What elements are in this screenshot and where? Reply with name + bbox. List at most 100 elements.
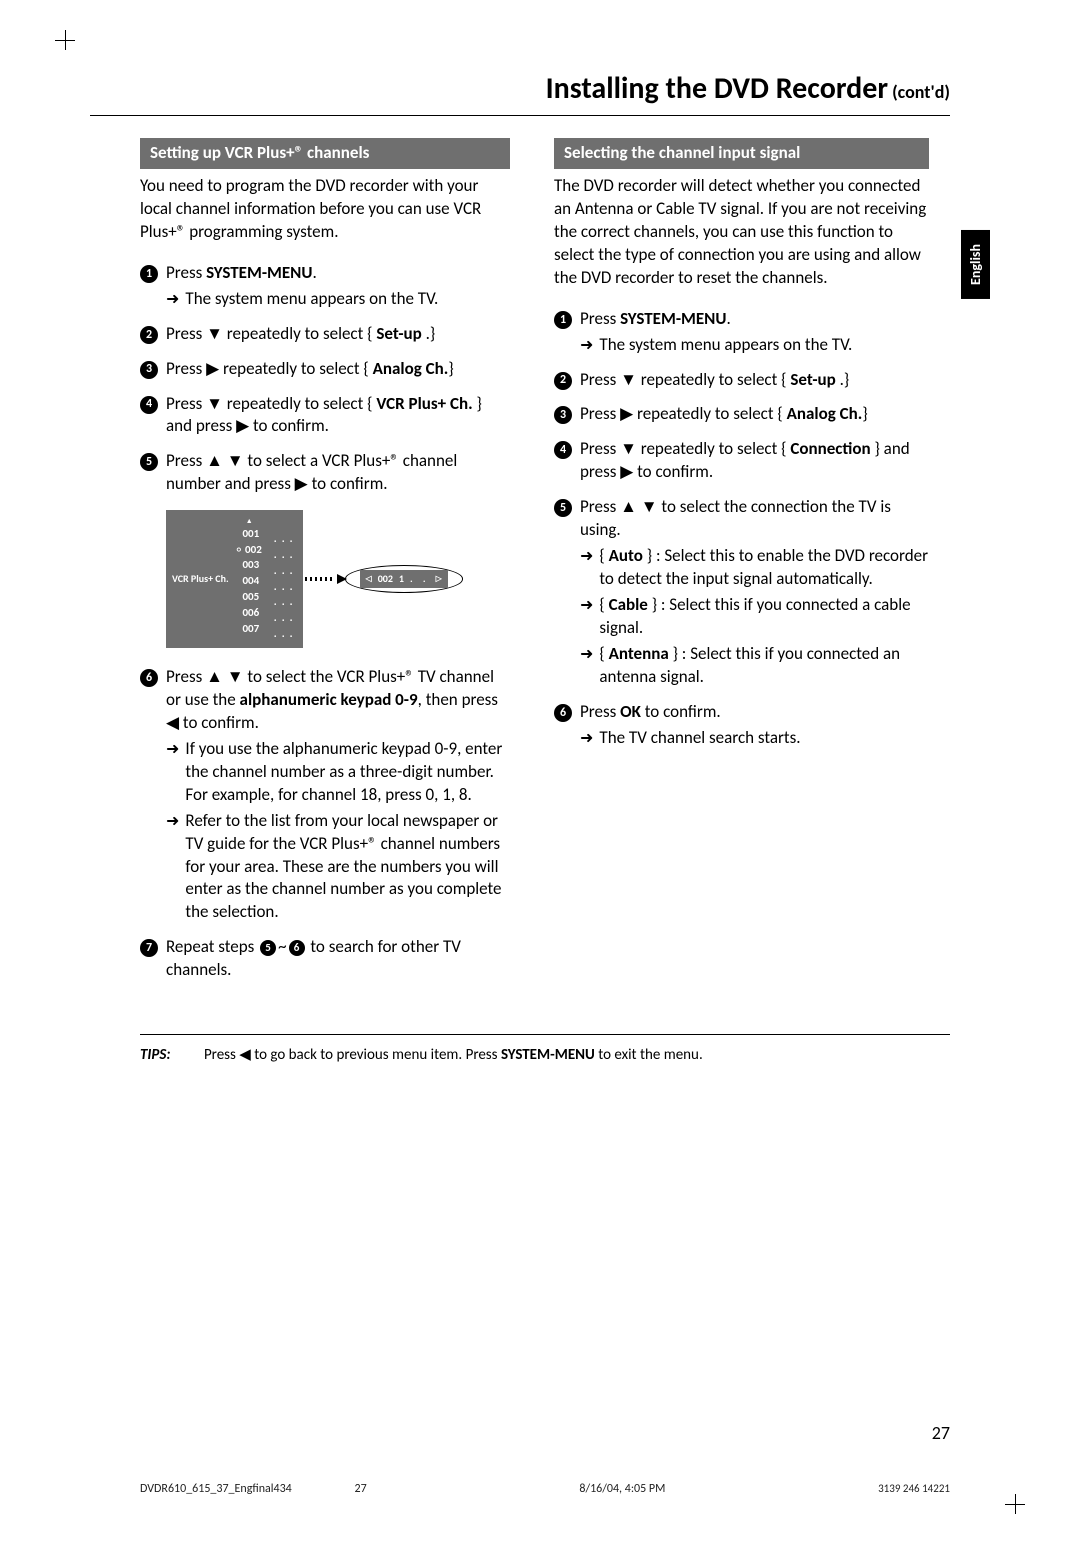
step-ref-icon: 6 [289, 940, 305, 956]
right-step-5: 5 Press ▲ ▼ to select the connection the… [554, 496, 929, 689]
text: 002 [378, 572, 393, 586]
left-step-4: 4 Press ▼ repeatedly to select { VCR Plu… [140, 393, 510, 439]
bullet-icon [237, 624, 239, 635]
text: .} [422, 323, 435, 344]
footer-datetime: 8/16/04, 4:05 PM [579, 1482, 665, 1496]
step-body: Press ▼ repeatedly to select { Set-up .} [580, 369, 929, 392]
arrow-icon: ➜ [166, 811, 179, 833]
step-body: Press SYSTEM-MENU. ➜The system menu appe… [166, 262, 510, 311]
bullet-icon: ○ [237, 545, 241, 556]
substep: ➜{ Cable } : Select this if you connecte… [580, 594, 929, 640]
tips-rule [140, 1034, 950, 1035]
text: Press ▼ repeatedly to select { [580, 438, 790, 459]
arrow-icon: ➜ [166, 739, 179, 761]
text-bold: Analog Ch. [373, 358, 449, 379]
bullet-icon [237, 560, 239, 571]
text: } : Select this to enable the DVD record… [599, 545, 928, 589]
tips-row: TIPS: Press ◀ to go back to previous men… [90, 1045, 990, 1064]
diagram-oval-inner: ◁ 002 1 . . ▷ [360, 570, 448, 588]
footer-code: 3139 246 14221 [878, 1482, 950, 1496]
text-bold: Set-up [790, 369, 835, 390]
text-bold: SYSTEM-MENU [620, 308, 726, 329]
step-body: Repeat steps 5~6 to search for other TV … [166, 936, 510, 982]
step-number-icon: 7 [140, 939, 158, 957]
step-body: Press ▲ ▼ to select a VCR Plus+® channel… [166, 450, 510, 496]
list-item: 005 [237, 590, 262, 605]
page-title: Installing the DVD Recorder (cont'd) [90, 70, 990, 107]
right-step-6: 6 Press OK to confirm. ➜The TV channel s… [554, 701, 929, 750]
list-item: 007 [237, 622, 262, 637]
text: Press ◀ to go back to previous menu item… [204, 1046, 501, 1064]
up-arrow-icon: ▲ [237, 516, 262, 525]
bullet-icon [237, 608, 239, 619]
left-step-7: 7 Repeat steps 5~6 to search for other T… [140, 936, 510, 982]
diagram-connector-icon [305, 577, 335, 581]
step-number-icon: 3 [140, 361, 158, 379]
title-rule [90, 115, 950, 116]
right-step-2: 2 Press ▼ repeatedly to select { Set-up … [554, 369, 929, 392]
title-main: Installing the DVD Recorder [546, 70, 888, 107]
step-body: Press ▼ repeatedly to select { VCR Plus+… [166, 393, 510, 439]
text: Repeat steps [166, 936, 258, 957]
bullet-icon [237, 529, 239, 540]
arrow-icon: ➜ [580, 728, 593, 750]
text: The system menu appears on the TV. [599, 334, 852, 357]
text: The system menu appears on the TV. [185, 288, 438, 311]
text: Press [580, 308, 620, 329]
step-number-icon: 2 [554, 372, 572, 390]
text: Press [166, 262, 206, 283]
substep: ➜ The system menu appears on the TV. [166, 288, 510, 311]
text: If you use the alphanumeric keypad 0-9, … [185, 738, 510, 807]
text-bold: SYSTEM-MENU [206, 262, 312, 283]
text: 006 [242, 606, 259, 621]
right-step-1: 1 Press SYSTEM-MENU. ➜The system menu ap… [554, 308, 929, 357]
text: to exit the menu. [595, 1046, 703, 1064]
footer: DVDR610_615_37_Engfinal434 27 8/16/04, 4… [140, 1482, 950, 1496]
left-step-2: 2 Press ▼ repeatedly to select { Set-up … [140, 323, 510, 346]
text: Press ▼ repeatedly to select { [166, 393, 376, 414]
list-item: 006 [237, 606, 262, 621]
footer-file: DVDR610_615_37_Engfinal434 [140, 1482, 292, 1496]
text: 001 [242, 527, 259, 542]
text-bold: Analog Ch. [787, 403, 863, 424]
footer-page: 27 [354, 1482, 366, 1496]
right-step-3: 3 Press ▶ repeatedly to select { Analog … [554, 403, 929, 426]
text: Press ▶ repeatedly to select { [166, 358, 373, 379]
left-step-6: 6 Press ▲ ▼ to select the VCR Plus+® TV … [140, 666, 510, 924]
text: { Auto } : Select this to enable the DVD… [599, 545, 929, 591]
vcr-channel-diagram: VCR Plus+ Ch. ▲ 001 ○002 003 004 005 006… [166, 510, 510, 648]
list-item: 004 [237, 574, 262, 589]
left-step-1: 1 Press SYSTEM-MENU. ➜The system menu ap… [140, 262, 510, 311]
substep: ➜ The system menu appears on the TV. [580, 334, 929, 357]
list-item-selected: ○002 [237, 543, 262, 558]
step-body: Press SYSTEM-MENU. ➜The system menu appe… [580, 308, 929, 357]
right-intro: The DVD recorder will detect whether you… [554, 175, 929, 290]
text: 007 [242, 622, 259, 637]
text-bold: Antenna [609, 643, 669, 664]
content-columns: Setting up VCR Plus+® channels You need … [90, 138, 990, 994]
substep: ➜ If you use the alphanumeric keypad 0-9,… [166, 738, 510, 807]
step-body: Press ▶ repeatedly to select { Analog Ch… [580, 403, 929, 426]
step-number-icon: 1 [140, 265, 158, 283]
text-bold: OK [620, 701, 641, 722]
left-step-3: 3 Press ▶ repeatedly to select { Analog … [140, 358, 510, 381]
text: 003 [242, 558, 259, 573]
bullet-icon [237, 576, 239, 587]
page-number: 27 [932, 1422, 950, 1444]
right-tri-icon: ▷ [436, 574, 442, 585]
substep: ➜ { Auto } : Select this to enable the DV… [580, 545, 929, 591]
bullet-icon [237, 592, 239, 603]
right-step-4: 4 Press ▼ repeatedly to select { Connect… [554, 438, 929, 484]
text-bold: alphanumeric keypad 0-9 [240, 689, 418, 710]
substep: ➜Refer to the list from your local newsp… [166, 810, 510, 925]
arrow-icon: ➜ [166, 289, 179, 311]
step-number-icon: 6 [140, 669, 158, 687]
step-number-icon: 2 [140, 326, 158, 344]
arrow-icon: ➜ [580, 595, 593, 617]
diagram-oval: ◁ 002 1 . . ▷ [345, 565, 463, 593]
left-column: Setting up VCR Plus+® channels You need … [140, 138, 510, 994]
arrow-icon: ➜ [580, 546, 593, 568]
arrow-icon: ➜ [580, 335, 593, 357]
diagram-menu-list: VCR Plus+ Ch. ▲ 001 ○002 003 004 005 006… [166, 510, 303, 648]
text-bold: Cable [609, 594, 648, 615]
